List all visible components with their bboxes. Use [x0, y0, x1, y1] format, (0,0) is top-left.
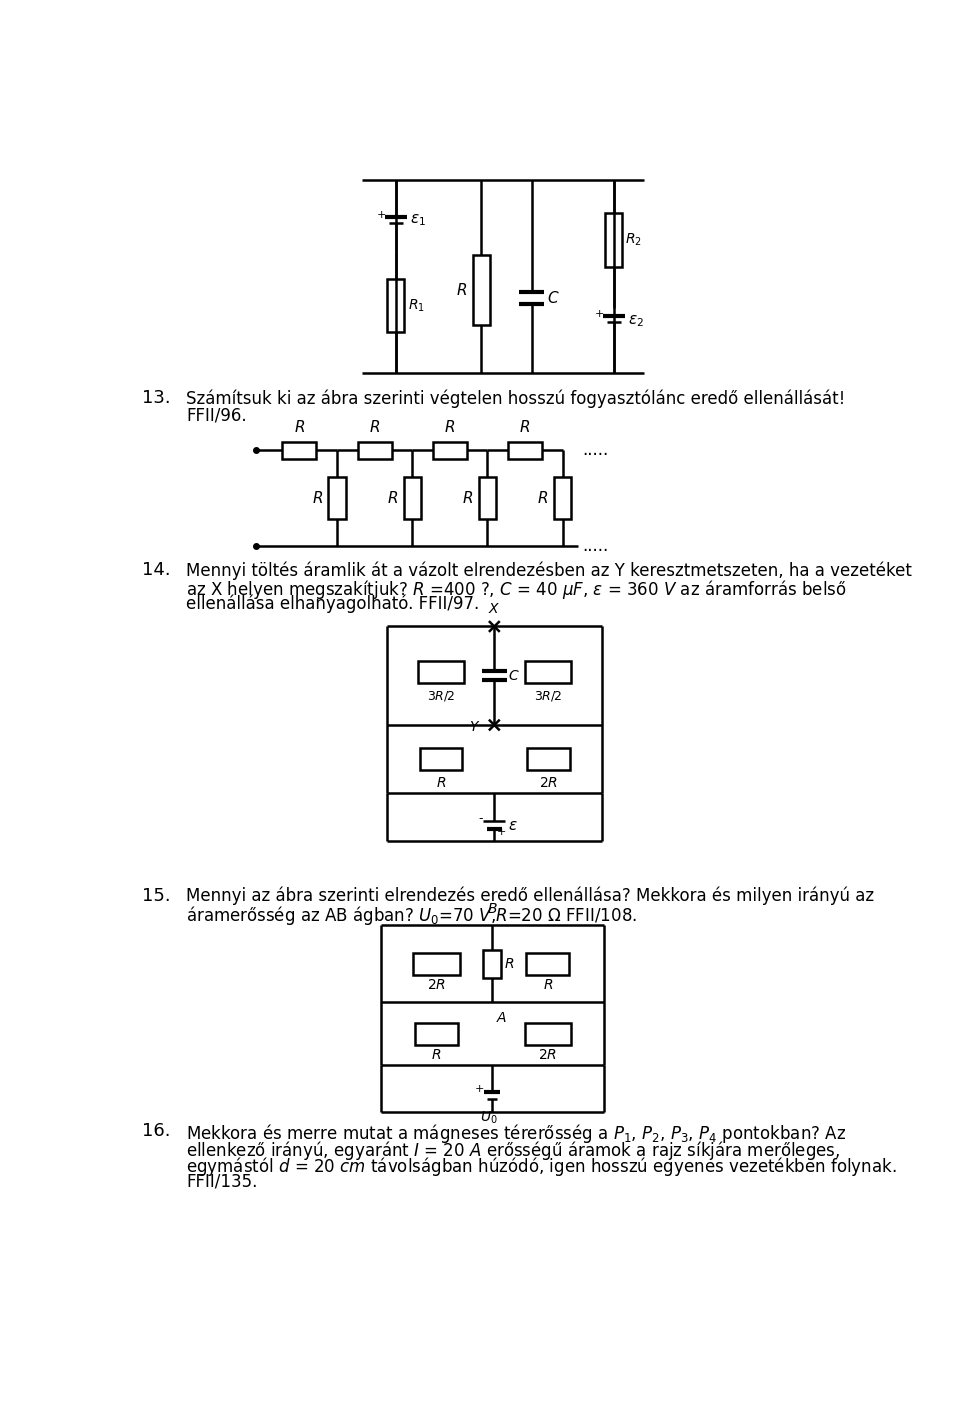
Text: FFII/96.: FFII/96.: [186, 407, 247, 424]
Text: az X helyen megszakítjuk? $R$ =400 ?, $C$ = 40 $\mu F$, $\varepsilon$ = 360 $V$ : az X helyen megszakítjuk? $R$ =400 ?, $C…: [186, 577, 847, 602]
Text: $2R$: $2R$: [539, 1048, 558, 1062]
Bar: [328, 476, 346, 519]
Text: $R_1$: $R_1$: [408, 297, 424, 314]
Text: $C$: $C$: [508, 668, 520, 683]
Text: $Y$: $Y$: [469, 720, 480, 734]
Text: $B$: $B$: [487, 902, 497, 916]
Text: $R$: $R$: [504, 957, 514, 971]
Bar: [527, 748, 569, 769]
Text: +: +: [595, 309, 605, 319]
Text: Mennyi az ábra szerinti elrendezés eredő ellenállása? Mekkora és milyen irányú a: Mennyi az ábra szerinti elrendezés eredő…: [186, 887, 874, 906]
Text: $R$: $R$: [369, 418, 380, 435]
Bar: [605, 213, 622, 267]
Bar: [526, 953, 569, 974]
Bar: [403, 476, 420, 519]
Bar: [282, 442, 317, 459]
Bar: [554, 476, 571, 519]
Text: $C$: $C$: [547, 290, 560, 306]
Text: $R$: $R$: [542, 977, 553, 991]
Text: $R$: $R$: [463, 491, 473, 506]
Text: egymástól $d$ = 20 $cm$ távolságban húzódó, igen hosszú egyenes vezetékben folyn: egymástól $d$ = 20 $cm$ távolságban húzó…: [186, 1156, 897, 1179]
Text: .....: .....: [582, 441, 608, 459]
Text: $X$: $X$: [488, 602, 500, 616]
Bar: [479, 476, 496, 519]
Text: Mekkora és merre mutat a mágneses térerősség a $P_1$, $P_2$, $P_3$, $P_4$ pontok: Mekkora és merre mutat a mágneses térerő…: [186, 1122, 846, 1145]
Text: ellenállása elhanyagolható. FFII/97.: ellenállása elhanyagolható. FFII/97.: [186, 594, 479, 613]
Text: FFII/135.: FFII/135.: [186, 1172, 257, 1190]
Bar: [388, 279, 404, 331]
Text: $R_2$: $R_2$: [625, 232, 642, 249]
Text: +: +: [377, 209, 387, 219]
Text: Mennyi töltés áramlik át a vázolt elrendezésben az Y keresztmetszeten, ha a veze: Mennyi töltés áramlik át a vázolt elrend…: [186, 562, 912, 580]
Text: $R$: $R$: [436, 776, 446, 789]
Text: $A$: $A$: [496, 1011, 507, 1025]
Text: $U_0$: $U_0$: [480, 1111, 497, 1126]
Bar: [420, 748, 462, 769]
Text: $R$: $R$: [444, 418, 455, 435]
Text: Számítsuk ki az ábra szerinti végtelen hosszú fogyasztólánc eredő ellenállását!: Számítsuk ki az ábra szerinti végtelen h…: [186, 390, 845, 408]
Bar: [414, 953, 460, 974]
Text: $2R$: $2R$: [427, 977, 446, 991]
Text: 16.: 16.: [142, 1122, 170, 1139]
Text: $3R/2$: $3R/2$: [534, 688, 563, 702]
Bar: [418, 661, 464, 683]
Bar: [357, 442, 392, 459]
Text: $R$: $R$: [538, 491, 548, 506]
Text: +: +: [496, 828, 506, 838]
Text: áramerősség az AB ágban? $U_0$=70 $V$,$R$=20 $\Omega$ FFII/108.: áramerősség az AB ágban? $U_0$=70 $V$,$R…: [186, 903, 637, 927]
Text: $R$: $R$: [519, 418, 531, 435]
Text: 14.: 14.: [142, 562, 170, 579]
Text: $\varepsilon_1$: $\varepsilon_1$: [410, 212, 426, 228]
Text: $R$: $R$: [312, 491, 324, 506]
Bar: [472, 256, 490, 324]
Text: $\varepsilon$: $\varepsilon$: [508, 818, 518, 833]
Text: $R$: $R$: [431, 1048, 442, 1062]
Text: -: -: [478, 812, 483, 826]
Bar: [433, 442, 467, 459]
Text: ellenkező irányú, egyaránt $I$ = 20 $A$ erősségű áramok a rajz síkjára merőleges: ellenkező irányú, egyaránt $I$ = 20 $A$ …: [186, 1139, 840, 1162]
Text: $R$: $R$: [456, 282, 468, 299]
Bar: [416, 1022, 458, 1045]
Text: $\varepsilon_2$: $\varepsilon_2$: [628, 313, 643, 328]
Text: $R$: $R$: [294, 418, 305, 435]
Text: $3R/2$: $3R/2$: [426, 688, 455, 702]
Text: $R$: $R$: [387, 491, 398, 506]
Bar: [524, 1022, 571, 1045]
Text: $2R$: $2R$: [539, 776, 558, 789]
Bar: [525, 661, 571, 683]
Text: 13.: 13.: [142, 390, 170, 407]
Bar: [484, 950, 500, 977]
Bar: [508, 442, 542, 459]
Text: .....: .....: [582, 536, 608, 555]
Text: +: +: [475, 1084, 484, 1095]
Text: 15.: 15.: [142, 887, 170, 904]
